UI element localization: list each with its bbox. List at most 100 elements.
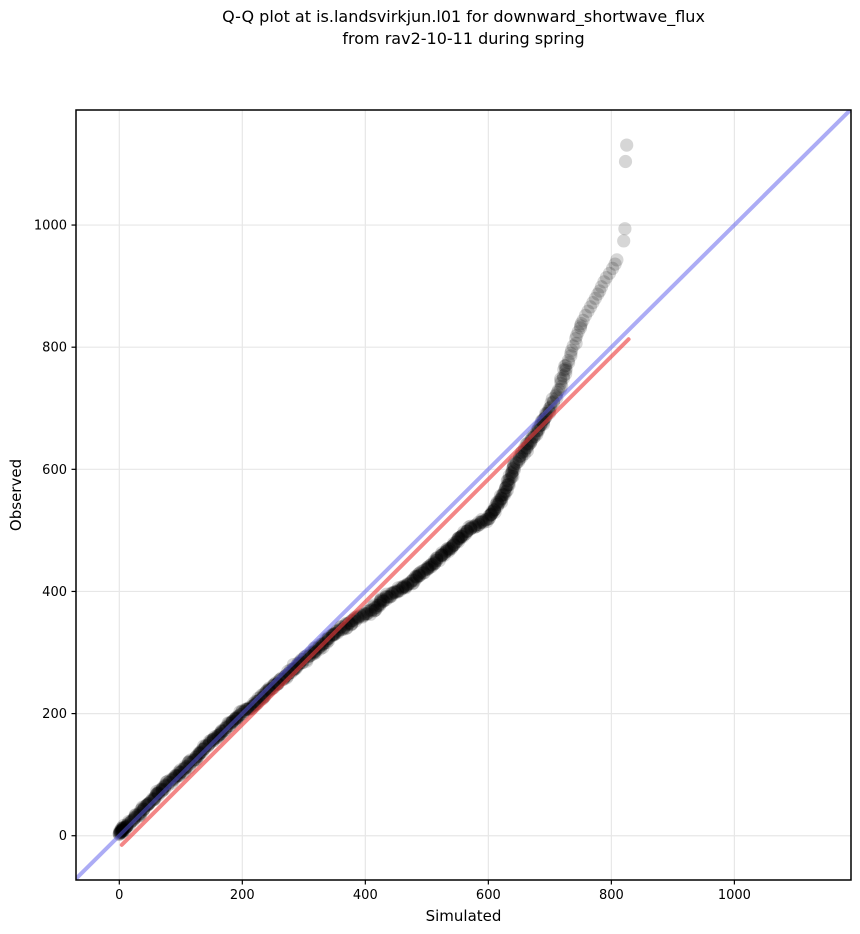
scatter-point <box>379 589 393 604</box>
y-tick-label: 400 <box>42 585 67 600</box>
scatter-point <box>569 332 583 346</box>
scatter-point <box>490 496 504 510</box>
scatter-point <box>390 583 405 598</box>
scatter-point <box>570 328 584 343</box>
scatter-point <box>470 519 484 533</box>
scatter-point <box>388 585 402 599</box>
scatter-point <box>484 507 498 521</box>
scatter-point <box>491 497 505 511</box>
scatter-point <box>387 585 401 599</box>
scatter-point <box>527 430 541 444</box>
scatter-point <box>442 541 456 555</box>
scatter-point <box>496 487 510 501</box>
scatter-point <box>606 261 620 275</box>
scatter-point <box>117 821 131 836</box>
scatter-point <box>356 609 370 623</box>
scatter-point <box>485 506 500 520</box>
scatter-point <box>434 548 448 562</box>
scatter-point <box>409 569 423 583</box>
scatter-point <box>368 603 382 617</box>
scatter-point <box>476 514 490 528</box>
scatter-point <box>497 484 511 498</box>
regression-line <box>119 337 631 847</box>
scatter-point <box>474 515 488 530</box>
scatter-point <box>474 515 488 529</box>
scatter-point <box>399 580 413 594</box>
scatter-point <box>464 522 478 536</box>
scatter-point <box>363 607 378 621</box>
scatter-point <box>426 558 440 572</box>
scatter-point <box>367 598 381 612</box>
scatter-point <box>379 593 393 607</box>
scatter-point <box>459 526 473 540</box>
scatter-point <box>583 300 598 314</box>
scatter-point <box>374 592 388 606</box>
scatter-point <box>432 553 446 568</box>
scatter-point <box>499 481 513 495</box>
scatter-point <box>457 525 471 539</box>
scatter-point <box>428 557 442 571</box>
scatter-point <box>499 480 513 494</box>
scatter-point <box>381 590 395 604</box>
scatter-point <box>554 372 568 386</box>
scatter-point <box>497 488 511 502</box>
scatter-point <box>417 566 431 580</box>
scatter-point <box>404 575 418 589</box>
scatter-point <box>444 542 459 556</box>
scatter-point <box>482 511 496 525</box>
scatter-point <box>190 749 204 763</box>
scatter-point <box>576 313 590 327</box>
scatter-point <box>428 556 442 571</box>
scatter-point <box>396 580 410 595</box>
scatter-point <box>155 783 169 797</box>
scatter-point <box>364 603 378 617</box>
scatter-point <box>384 586 398 600</box>
scatter-point <box>420 562 434 576</box>
scatter-point <box>442 544 456 558</box>
scatter-point <box>395 580 409 594</box>
scatter-point <box>359 607 373 621</box>
scatter-point <box>469 520 483 534</box>
scatter-point <box>447 538 461 552</box>
scatter-point <box>122 816 136 830</box>
scatter-point <box>550 391 564 405</box>
scatter-point <box>435 548 449 563</box>
y-tick-label: 1000 <box>34 219 67 234</box>
scatter-point <box>451 535 465 549</box>
scatter-point <box>527 430 541 444</box>
scatter-point <box>427 554 441 568</box>
scatter-point <box>422 560 437 575</box>
scatter-point <box>357 607 371 621</box>
scatter-point <box>476 516 490 530</box>
scatter-point <box>617 234 631 248</box>
scatter-point <box>561 354 575 368</box>
scatter-point <box>197 742 211 756</box>
scatter-point <box>449 535 463 549</box>
scatter-point <box>482 509 496 523</box>
scatter-point <box>449 535 463 549</box>
scatter-point <box>235 704 249 718</box>
scatter-point <box>486 504 500 519</box>
scatter-point <box>214 724 228 739</box>
scatter-point <box>414 565 428 579</box>
scatter-point <box>203 735 217 749</box>
scatter-point <box>487 503 502 517</box>
x-tick-label: 600 <box>476 888 501 903</box>
scatter-point <box>368 600 382 614</box>
scatter-point <box>469 518 483 532</box>
scatter-point <box>374 593 388 607</box>
scatter-point <box>559 367 573 381</box>
scatter-point <box>489 498 503 512</box>
scatter-point <box>371 598 385 613</box>
scatter-point <box>524 432 539 446</box>
x-tick-label: 400 <box>353 888 378 903</box>
scatter-point <box>490 499 505 514</box>
scatter-point <box>467 519 481 533</box>
scatter-point <box>398 580 412 594</box>
scatter-point <box>139 798 154 813</box>
scatter-point <box>430 553 444 567</box>
scatter-point <box>115 823 129 837</box>
scatter-point <box>396 580 410 594</box>
scatter-point <box>356 610 370 624</box>
scatter-point <box>415 566 429 580</box>
